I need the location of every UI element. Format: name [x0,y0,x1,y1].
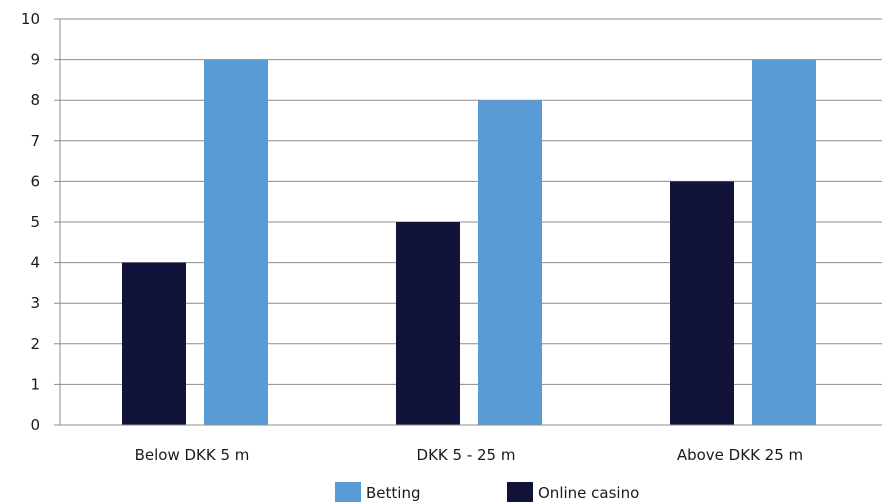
legend: Betting Online casino [335,482,639,502]
x-category-label: Below DKK 5 m [135,446,250,464]
bar-online-casino [670,181,734,425]
bar-online-casino [396,222,460,425]
y-axis-ticks: 0 1 2 3 4 5 6 7 8 9 10 [21,10,60,434]
bar-betting [478,100,542,425]
y-tick-label: 7 [30,132,40,150]
y-tick-label: 4 [30,254,40,272]
y-tick-label: 6 [30,172,40,190]
legend-swatch [507,482,533,502]
bars [122,59,816,425]
y-tick-label: 5 [30,213,40,231]
y-tick-label: 1 [30,375,40,393]
x-category-label: DKK 5 - 25 m [417,446,516,464]
y-tick-label: 3 [30,294,40,312]
y-tick-label: 2 [30,335,40,353]
x-category-label: Above DKK 25 m [677,446,803,464]
bar-betting [204,59,268,425]
y-tick-label: 9 [30,51,40,69]
x-axis-categories: Below DKK 5 m DKK 5 - 25 m Above DKK 25 m [135,446,804,464]
legend-label: Betting [366,484,420,502]
gridlines [60,18,882,385]
y-tick-label: 0 [30,416,40,434]
y-tick-label: 8 [30,91,40,109]
bar-online-casino [122,262,186,425]
y-tick-label: 10 [21,10,40,28]
legend-swatch [335,482,361,502]
bar-betting [752,59,816,425]
legend-label: Online casino [538,484,639,502]
